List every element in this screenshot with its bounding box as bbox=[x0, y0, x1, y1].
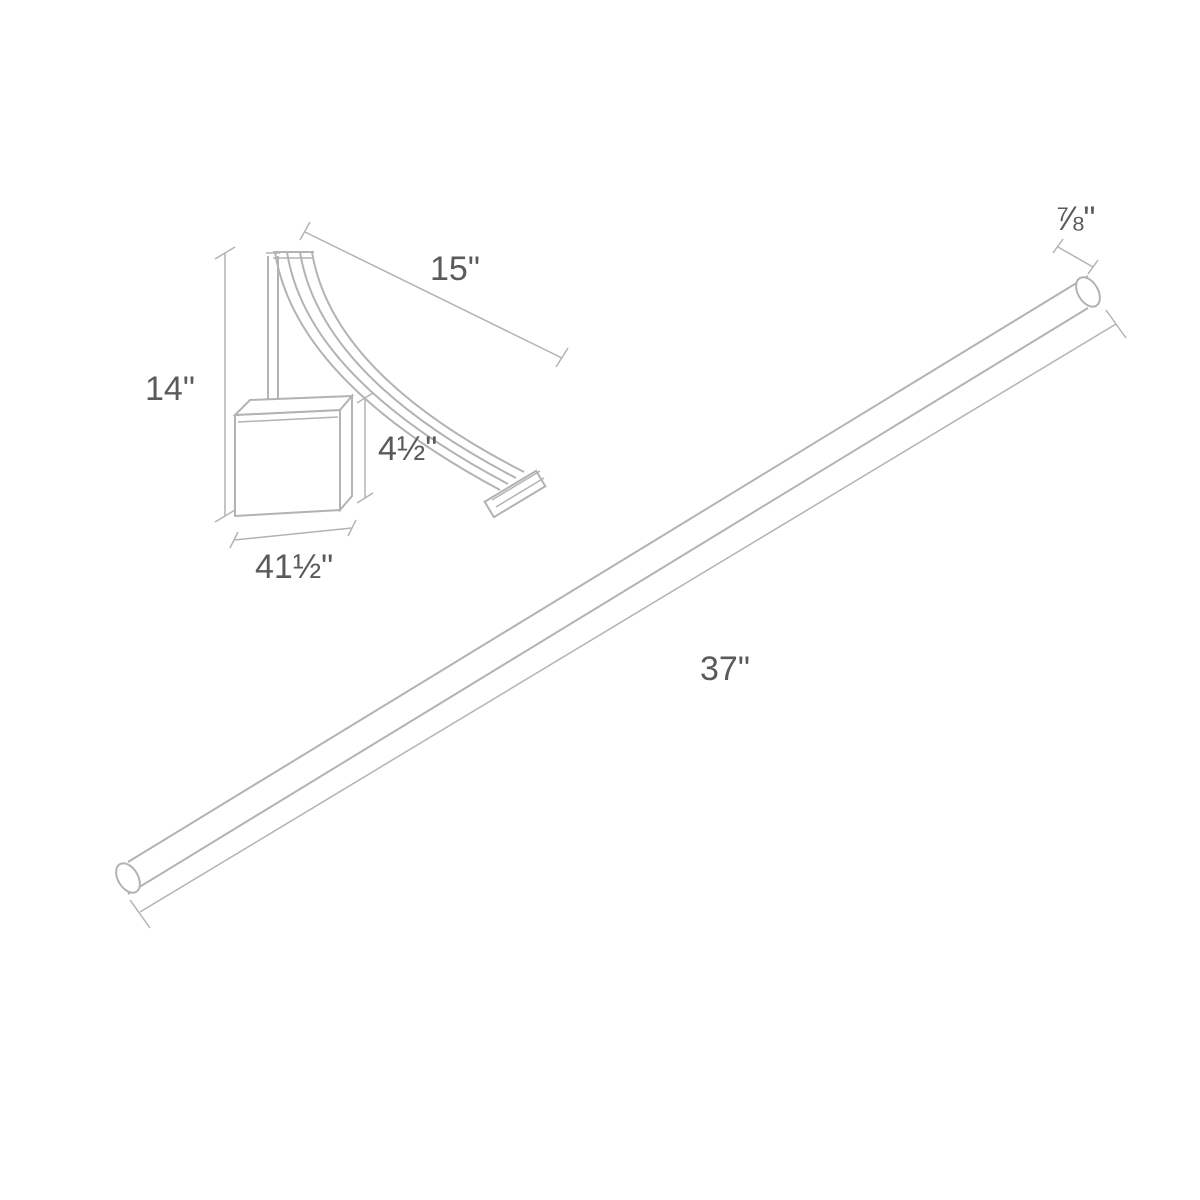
dim-arm-depth-label: 15" bbox=[430, 250, 480, 288]
dim-height bbox=[215, 247, 235, 522]
dim-mount-width-label: 41½" bbox=[255, 548, 333, 586]
dim-mount-height-label: 4½" bbox=[378, 430, 437, 468]
mount-plate bbox=[235, 396, 352, 516]
dim-diameter bbox=[1053, 239, 1098, 274]
dim-mount-height bbox=[357, 393, 373, 503]
dim-diameter-label: ⅞" bbox=[1055, 200, 1095, 238]
dim-mount-width bbox=[230, 520, 356, 548]
dim-tube-length-label: 37" bbox=[700, 650, 750, 688]
dim-height-label: 14" bbox=[145, 370, 195, 408]
technical-diagram: 14" 15" ⅞" 4½" 41½" 37" bbox=[0, 0, 1200, 1200]
dim-arm-depth bbox=[300, 222, 568, 367]
mount-posts bbox=[266, 253, 280, 405]
